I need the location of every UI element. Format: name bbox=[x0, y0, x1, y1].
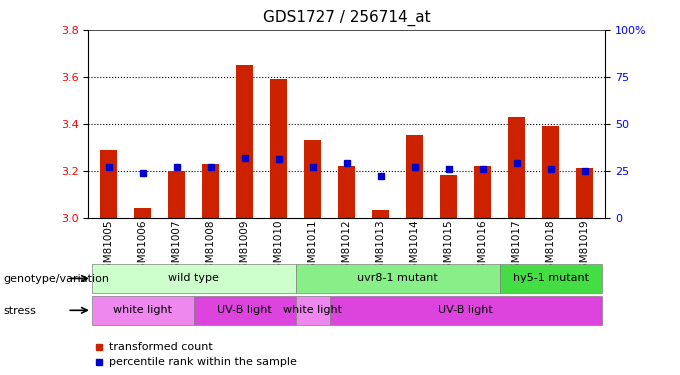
FancyBboxPatch shape bbox=[296, 296, 330, 325]
Text: white light: white light bbox=[114, 305, 172, 315]
Bar bbox=[237, 65, 253, 218]
Bar bbox=[441, 175, 457, 217]
Text: UV-B light: UV-B light bbox=[218, 305, 272, 315]
Text: GSM81016: GSM81016 bbox=[478, 220, 488, 276]
FancyBboxPatch shape bbox=[500, 264, 602, 293]
Bar bbox=[509, 117, 525, 218]
Text: GSM81019: GSM81019 bbox=[580, 220, 590, 276]
Text: GSM81008: GSM81008 bbox=[206, 220, 216, 276]
Text: genotype/variation: genotype/variation bbox=[3, 274, 109, 284]
Text: wild type: wild type bbox=[169, 273, 219, 284]
Text: transformed count: transformed count bbox=[109, 342, 213, 352]
Bar bbox=[135, 208, 151, 218]
Text: GSM81015: GSM81015 bbox=[444, 220, 454, 276]
Bar bbox=[339, 166, 355, 218]
Text: hy5-1 mutant: hy5-1 mutant bbox=[513, 273, 589, 284]
Bar bbox=[169, 171, 185, 217]
Bar bbox=[203, 164, 219, 218]
Text: stress: stress bbox=[3, 306, 36, 316]
Bar bbox=[542, 126, 559, 218]
FancyBboxPatch shape bbox=[330, 296, 602, 325]
Text: GSM81010: GSM81010 bbox=[274, 220, 284, 276]
Bar bbox=[475, 166, 491, 218]
Title: GDS1727 / 256714_at: GDS1727 / 256714_at bbox=[263, 10, 430, 26]
FancyBboxPatch shape bbox=[92, 264, 296, 293]
FancyBboxPatch shape bbox=[92, 296, 194, 325]
Bar bbox=[407, 135, 423, 218]
Bar bbox=[373, 210, 389, 218]
FancyBboxPatch shape bbox=[194, 296, 296, 325]
Text: GSM81014: GSM81014 bbox=[410, 220, 420, 276]
Text: GSM81005: GSM81005 bbox=[104, 220, 114, 276]
Text: GSM81012: GSM81012 bbox=[342, 220, 352, 276]
Bar bbox=[101, 150, 118, 217]
Text: percentile rank within the sample: percentile rank within the sample bbox=[109, 357, 297, 367]
Text: UV-B light: UV-B light bbox=[439, 305, 493, 315]
Bar bbox=[305, 140, 322, 218]
Text: GSM81006: GSM81006 bbox=[138, 220, 148, 276]
Bar bbox=[576, 168, 593, 217]
Text: GSM81009: GSM81009 bbox=[240, 220, 250, 276]
Text: GSM81007: GSM81007 bbox=[172, 220, 182, 276]
Text: GSM81013: GSM81013 bbox=[376, 220, 386, 276]
Bar bbox=[271, 79, 287, 218]
FancyBboxPatch shape bbox=[296, 264, 500, 293]
Text: GSM81017: GSM81017 bbox=[512, 220, 522, 276]
Text: GSM81011: GSM81011 bbox=[308, 220, 318, 276]
Text: uvr8-1 mutant: uvr8-1 mutant bbox=[358, 273, 438, 284]
Text: GSM81018: GSM81018 bbox=[546, 220, 556, 276]
Text: white light: white light bbox=[284, 305, 342, 315]
